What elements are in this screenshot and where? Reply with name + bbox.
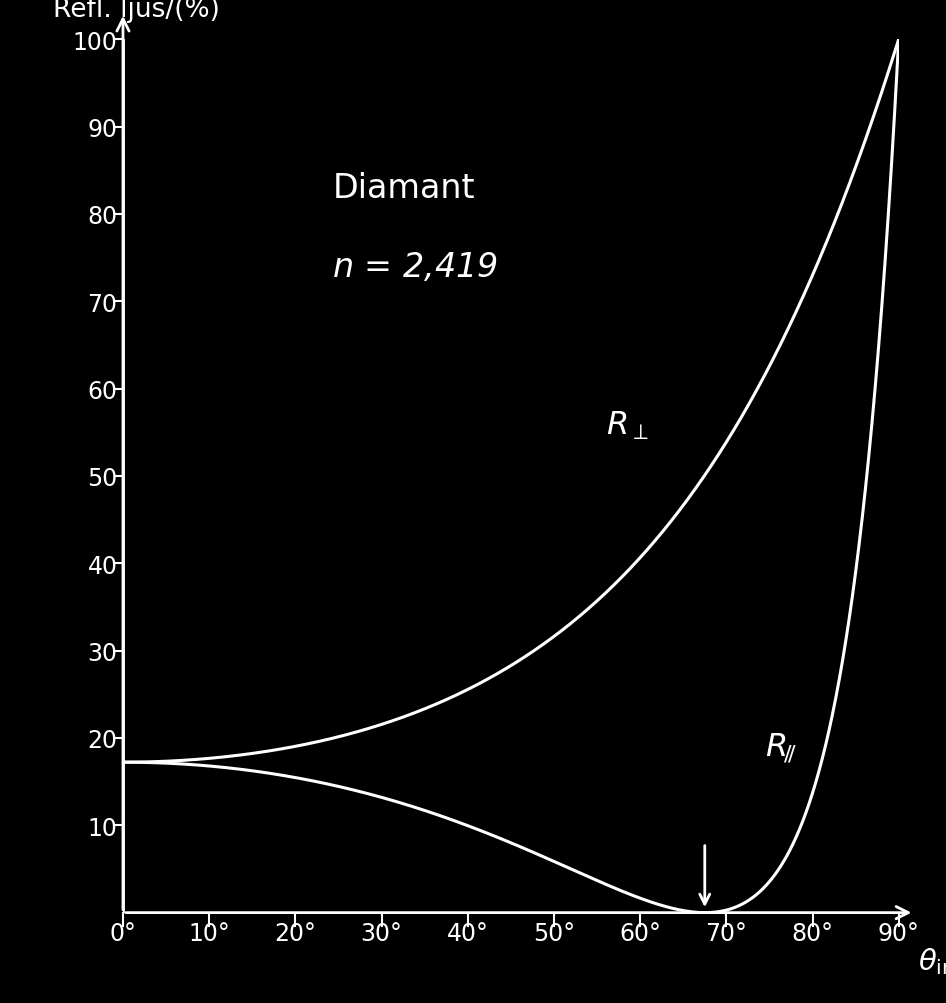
Text: $n$ = 2,419: $n$ = 2,419 bbox=[332, 251, 499, 284]
Text: Refl. ljus/(%): Refl. ljus/(%) bbox=[53, 0, 220, 23]
Text: $R_{\!/\!/}$: $R_{\!/\!/}$ bbox=[765, 730, 797, 763]
Text: $R_{\perp}$: $R_{\perp}$ bbox=[605, 409, 649, 441]
Text: Diamant: Diamant bbox=[332, 172, 475, 205]
Text: $\theta_{\rm in}$: $\theta_{\rm in}$ bbox=[918, 946, 946, 976]
